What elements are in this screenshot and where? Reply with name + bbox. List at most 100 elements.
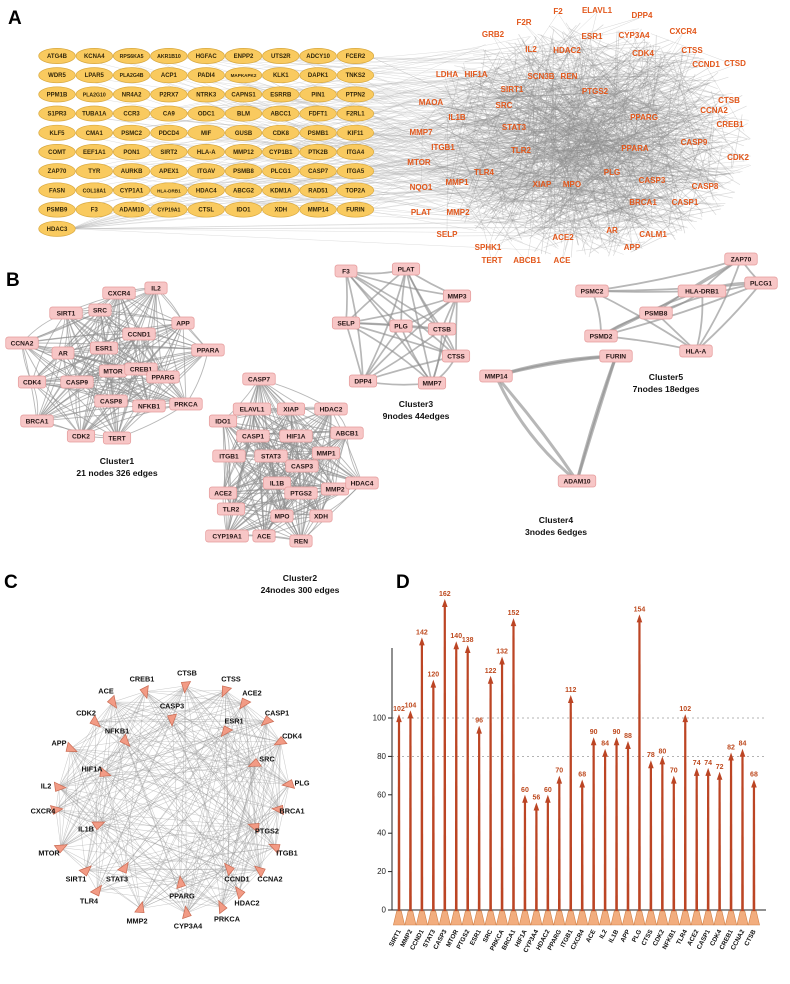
hub-gene-label: TLR2	[511, 146, 532, 155]
network-edge	[530, 50, 659, 227]
network-edge	[511, 145, 531, 222]
network-edge	[450, 132, 653, 224]
gene-node-label: ACP1	[161, 73, 178, 79]
network-edge	[539, 100, 563, 165]
network-edge	[186, 892, 240, 914]
network-edge	[99, 309, 187, 405]
cluster-node	[270, 509, 294, 523]
arrow-node-icon	[167, 713, 178, 727]
network-edge	[124, 847, 276, 869]
cluster-node-label: SELP	[337, 321, 355, 328]
network-edge	[685, 121, 710, 184]
network-edge	[473, 136, 597, 190]
network-edge	[527, 139, 654, 237]
cluster-node-label: REN	[294, 539, 308, 546]
x-category-label: CTSB	[743, 928, 758, 947]
network-edge	[587, 120, 638, 164]
gene-node	[262, 67, 300, 84]
network-edge	[566, 51, 708, 206]
fan-edge	[369, 150, 427, 210]
network-edge	[559, 145, 576, 154]
network-edge	[457, 117, 634, 164]
bar	[580, 785, 584, 911]
network-edge	[465, 132, 646, 206]
network-edge	[502, 59, 539, 75]
cluster-node	[311, 446, 341, 460]
network-edge	[527, 49, 565, 62]
network-edge	[640, 53, 662, 179]
network-edge	[592, 136, 619, 144]
arrow-node-icon	[78, 865, 92, 877]
network-edge	[448, 145, 523, 207]
network-edge	[541, 120, 656, 139]
network-edge	[281, 432, 348, 517]
network-edge	[95, 701, 114, 723]
network-edge	[464, 137, 635, 251]
network-edge	[21, 287, 157, 344]
network-edge	[588, 136, 646, 149]
gene-node-label: F2RL1	[346, 112, 365, 118]
network-edge	[674, 94, 743, 136]
hub-gene-label: ELAVL1	[582, 6, 613, 15]
network-edge	[568, 27, 609, 49]
network-edge	[463, 86, 521, 237]
gene-node-label: MIF	[201, 131, 212, 137]
network-edge	[442, 148, 528, 176]
network-edge	[473, 100, 546, 185]
network-edge	[549, 147, 603, 153]
bar-value-label: 74	[704, 760, 712, 767]
hub-node-label: PRKCA	[214, 915, 241, 924]
gene-node-label: CAPNS1	[231, 92, 256, 98]
network-edge	[558, 123, 570, 232]
cluster3-caption-title: Cluster3	[399, 399, 434, 409]
hub-gene-label: CXCR4	[669, 27, 697, 36]
gene-node-label: CCR3	[123, 112, 140, 118]
hub-gene-label: PTGS2	[582, 87, 609, 96]
network-edge	[641, 138, 739, 200]
network-edge	[689, 138, 748, 155]
network-edge	[532, 51, 535, 166]
network-edge	[644, 149, 685, 187]
fan-edge	[257, 51, 690, 114]
network-edge	[532, 29, 555, 136]
gene-node-label: COL18A1	[83, 188, 106, 194]
cluster-node	[17, 375, 47, 389]
gene-node-label: S1PR3	[47, 112, 67, 118]
gene-node-label: CYP1B1	[269, 150, 293, 156]
network-edge	[60, 824, 99, 848]
gene-node-label: PLA2G4B	[120, 73, 144, 79]
network-edge	[706, 127, 715, 183]
network-edge	[460, 76, 547, 125]
network-edge	[457, 185, 543, 210]
network-edge	[445, 73, 544, 89]
network-edge	[576, 140, 579, 178]
network-edge	[275, 741, 281, 848]
network-edge	[445, 134, 650, 175]
network-edge	[606, 46, 683, 123]
fan-edge	[182, 55, 676, 228]
network-edge	[58, 787, 62, 848]
network-edge	[548, 129, 654, 237]
cluster-node-label: CXCR4	[108, 291, 131, 298]
network-edge	[424, 65, 659, 139]
network-edge	[239, 741, 281, 893]
network-edge	[589, 48, 626, 98]
network-edge	[535, 12, 559, 47]
cluster-node	[584, 329, 618, 343]
network-edge	[557, 77, 669, 216]
gene-node-label: PIN1	[311, 92, 325, 98]
network-edge	[539, 32, 603, 225]
bar-value-label: 90	[590, 729, 598, 736]
network-edge	[538, 124, 665, 231]
hub-gene-label: APP	[624, 243, 641, 252]
network-edge	[611, 81, 660, 116]
bar-base	[393, 910, 405, 926]
fan-edge	[332, 132, 704, 172]
network-edge	[534, 106, 628, 253]
bar-value-label: 142	[416, 629, 428, 636]
network-edge	[239, 870, 261, 893]
network-edge	[581, 114, 633, 251]
network-edge	[542, 36, 676, 124]
bar-tip	[510, 618, 517, 627]
network-edge	[471, 185, 543, 187]
